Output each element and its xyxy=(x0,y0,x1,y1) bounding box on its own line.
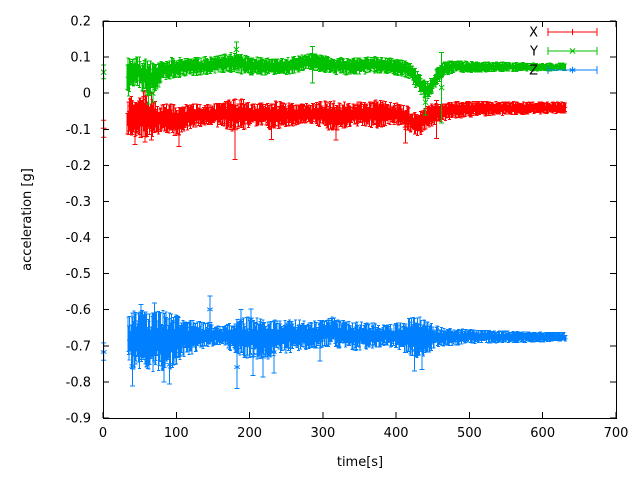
x-tick-label: 700 xyxy=(604,426,629,441)
y-tick-label: -0.7 xyxy=(66,339,91,354)
x-tick-label: 300 xyxy=(310,426,335,441)
plot-border xyxy=(103,21,617,419)
y-axis-label: acceleration [g] xyxy=(20,168,35,271)
y-tick-label: -0.4 xyxy=(66,231,91,246)
legend-sample-Z xyxy=(547,66,598,74)
legend-sample-X xyxy=(547,28,598,36)
y-tick-label: -0.5 xyxy=(66,267,91,282)
legend-entry-X: X xyxy=(529,26,598,41)
y-tick-label: -0.6 xyxy=(66,303,91,318)
x-tick-label: 200 xyxy=(237,426,262,441)
legend-label-Z: Z xyxy=(529,64,538,79)
y-tick-label: 0.1 xyxy=(70,51,91,66)
legend-label-Y: Y xyxy=(529,45,538,60)
x-tick-label: 100 xyxy=(164,426,189,441)
series-X-markers xyxy=(126,105,568,133)
x-tick-label: 0 xyxy=(99,426,107,441)
x-axis-label: time[s] xyxy=(337,455,383,470)
series-Z-markers xyxy=(127,306,565,371)
y-tick-label: -0.2 xyxy=(66,159,91,174)
y-tick-label: 0 xyxy=(83,87,91,102)
x-tick-label: 600 xyxy=(530,426,555,441)
axis-tick-labels-group: 0 100 200 300 400 500 600 700 0.2 0.1 0 -0.1 -0.2 -0.… xyxy=(66,15,629,442)
legend-entry-Z: Z xyxy=(529,64,598,79)
x-tick-label: 400 xyxy=(384,426,409,441)
data-series-group xyxy=(100,41,568,389)
legend-label-X: X xyxy=(529,26,538,41)
legend-entry-Y: Y xyxy=(529,45,598,60)
axis-ticks-group xyxy=(102,20,617,419)
y-tick-label: -0.8 xyxy=(66,375,91,390)
x-tick-label: 500 xyxy=(457,426,482,441)
legend-sample-Y xyxy=(547,47,598,55)
series-Y-markers xyxy=(125,46,566,106)
y-tick-label: -0.3 xyxy=(66,195,91,210)
y-tick-label: 0.2 xyxy=(70,15,91,30)
y-tick-label: -0.1 xyxy=(66,123,91,138)
y-tick-label: -0.9 xyxy=(66,412,91,427)
legend: XYZ xyxy=(529,26,598,79)
